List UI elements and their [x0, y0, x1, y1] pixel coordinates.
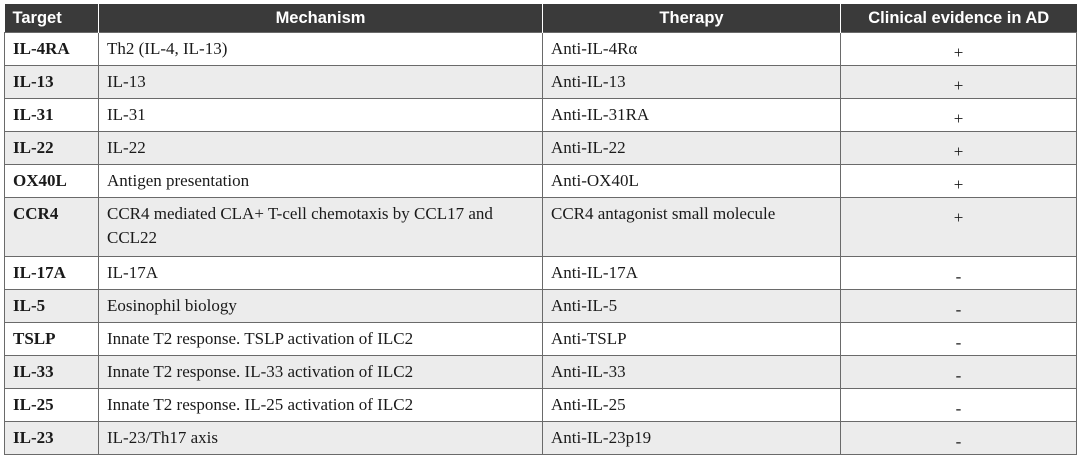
target-cell: IL-4RA	[4, 32, 99, 66]
header-row: Target Mechanism Therapy Clinical eviden…	[4, 4, 1077, 33]
therapy-cell: Anti-IL-5	[542, 289, 841, 323]
therapy-cell: Anti-IL-25	[542, 388, 841, 422]
therapy-cell: Anti-IL-17A	[542, 256, 841, 290]
table-row: OX40L Antigen presentation Anti-OX40L +	[4, 164, 1077, 198]
header-target: Target	[4, 4, 99, 33]
table-row: IL-17A IL-17A Anti-IL-17A -	[4, 256, 1077, 290]
therapy-cell: CCR4 antagonist small molecule	[542, 197, 841, 257]
table-row: IL-31 IL-31 Anti-IL-31RA +	[4, 98, 1077, 132]
mechanism-cell: IL-23/Th17 axis	[98, 421, 543, 455]
target-cell: IL-23	[4, 421, 99, 455]
therapy-cell: Anti-IL-33	[542, 355, 841, 389]
evidence-cell: -	[840, 355, 1077, 389]
evidence-cell: -	[840, 421, 1077, 455]
target-cell: TSLP	[4, 322, 99, 356]
target-cell: CCR4	[4, 197, 99, 257]
evidence-cell: +	[840, 98, 1077, 132]
therapy-cell: Anti-IL-22	[542, 131, 841, 165]
evidence-cell: -	[840, 388, 1077, 422]
evidence-cell: +	[840, 131, 1077, 165]
evidence-cell: -	[840, 289, 1077, 323]
table-body: IL-4RA Th2 (IL-4, IL-13) Anti-IL-4Rα + I…	[4, 32, 1077, 455]
therapy-table: Target Mechanism Therapy Clinical eviden…	[4, 4, 1077, 455]
evidence-cell: +	[840, 164, 1077, 198]
table-row: IL-4RA Th2 (IL-4, IL-13) Anti-IL-4Rα +	[4, 32, 1077, 66]
mechanism-cell: IL-22	[98, 131, 543, 165]
evidence-cell: +	[840, 32, 1077, 66]
mechanism-cell: Antigen presentation	[98, 164, 543, 198]
therapy-cell: Anti-IL-31RA	[542, 98, 841, 132]
table-row: IL-22 IL-22 Anti-IL-22 +	[4, 131, 1077, 165]
header-clinical-evidence: Clinical evidence in AD	[840, 4, 1077, 33]
target-cell: IL-13	[4, 65, 99, 99]
mechanism-cell: IL-17A	[98, 256, 543, 290]
mechanism-cell: IL-13	[98, 65, 543, 99]
target-cell: IL-5	[4, 289, 99, 323]
mechanism-cell: Th2 (IL-4, IL-13)	[98, 32, 543, 66]
table-row: IL-5 Eosinophil biology Anti-IL-5 -	[4, 289, 1077, 323]
therapy-cell: Anti-TSLP	[542, 322, 841, 356]
table-row: IL-23 IL-23/Th17 axis Anti-IL-23p19 -	[4, 421, 1077, 455]
table-row: IL-33 Innate T2 response. IL-33 activati…	[4, 355, 1077, 389]
evidence-cell: -	[840, 256, 1077, 290]
table-row: TSLP Innate T2 response. TSLP activation…	[4, 322, 1077, 356]
header-mechanism: Mechanism	[98, 4, 543, 33]
table-row: CCR4 CCR4 mediated CLA+ T-cell chemotaxi…	[4, 197, 1077, 257]
target-cell: IL-25	[4, 388, 99, 422]
therapy-cell: Anti-IL-23p19	[542, 421, 841, 455]
mechanism-cell: Innate T2 response. IL-25 activation of …	[98, 388, 543, 422]
mechanism-cell: IL-31	[98, 98, 543, 132]
mechanism-cell: Eosinophil biology	[98, 289, 543, 323]
table-row: IL-13 IL-13 Anti-IL-13 +	[4, 65, 1077, 99]
target-cell: IL-33	[4, 355, 99, 389]
therapy-cell: Anti-IL-4Rα	[542, 32, 841, 66]
target-cell: IL-31	[4, 98, 99, 132]
target-cell: OX40L	[4, 164, 99, 198]
evidence-cell: -	[840, 322, 1077, 356]
table-header: Target Mechanism Therapy Clinical eviden…	[4, 4, 1077, 33]
target-cell: IL-17A	[4, 256, 99, 290]
target-cell: IL-22	[4, 131, 99, 165]
mechanism-cell: Innate T2 response. TSLP activation of I…	[98, 322, 543, 356]
mechanism-cell: CCR4 mediated CLA+ T-cell chemotaxis by …	[98, 197, 543, 257]
evidence-cell: +	[840, 197, 1077, 257]
table-row: IL-25 Innate T2 response. IL-25 activati…	[4, 388, 1077, 422]
therapy-cell: Anti-IL-13	[542, 65, 841, 99]
therapy-cell: Anti-OX40L	[542, 164, 841, 198]
header-therapy: Therapy	[542, 4, 841, 33]
mechanism-cell: Innate T2 response. IL-33 activation of …	[98, 355, 543, 389]
evidence-cell: +	[840, 65, 1077, 99]
